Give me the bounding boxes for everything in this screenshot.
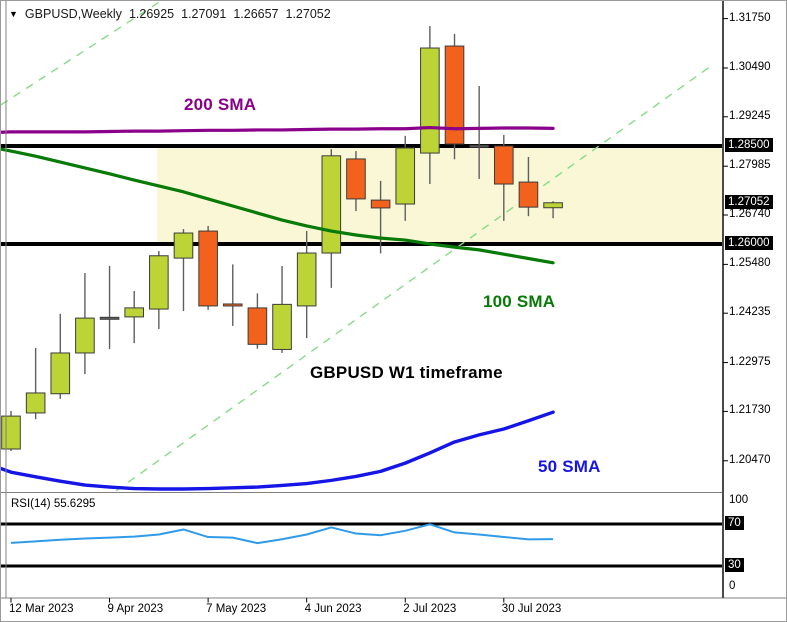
- price-tick-label: 1.29245: [729, 109, 771, 122]
- candle-body-bull: [272, 303, 292, 350]
- candle-body-doji: [99, 316, 120, 320]
- label-100-sma: 100 SMA: [483, 292, 556, 311]
- price-tick-label: 1.27985: [729, 159, 771, 172]
- price-tick-label: 1.31750: [729, 11, 771, 24]
- trendline-0[interactable]: [1, 1, 162, 106]
- candle-body-bull: [173, 232, 194, 259]
- price-tick-label: 1.26740: [729, 207, 771, 220]
- rsi-level-line-30: [1, 564, 723, 568]
- candle-body-bull: [420, 47, 440, 154]
- price-tick-label: 1.25480: [729, 257, 771, 270]
- candle-body-bull: [395, 147, 416, 205]
- rsi-level-line-70: [1, 522, 723, 526]
- candle-body-bear: [346, 158, 366, 200]
- rsi-line[interactable]: [10, 523, 554, 545]
- date-label: 12 Mar 2023: [9, 603, 74, 615]
- sma-200-line[interactable]: [1, 125, 555, 134]
- price-axis[interactable]: 1.31750 1.30490 1.29245 1.27985 1.26740 1.254…: [724, 1, 786, 598]
- rsi-tick-label: 100: [729, 494, 749, 506]
- ohlc-open: 1.26925: [128, 7, 175, 21]
- candle-body-bear: [444, 45, 465, 145]
- price-level-label: 1.26000: [725, 236, 773, 250]
- sma-100-line[interactable]: [1, 147, 555, 265]
- ohlc-high: 1.27091: [181, 7, 227, 21]
- candle-body-bear: [370, 199, 391, 209]
- date-label: 30 Jul 2023: [501, 603, 562, 615]
- trendline-1[interactable]: [115, 65, 712, 492]
- date-label: 9 Apr 2023: [107, 603, 164, 615]
- candle-body-bull: [321, 155, 342, 254]
- level-line-0[interactable]: [1, 144, 723, 148]
- chart-title-bar: ▼ GBPUSD,Weekly 1.26925 1.27091 1.26657 …: [9, 7, 331, 21]
- sma-50-line[interactable]: [1, 410, 555, 491]
- candle-body-bear: [198, 230, 218, 307]
- candle-body-bull: [50, 352, 71, 395]
- rsi-level-label: 70: [725, 516, 744, 530]
- level-line-1[interactable]: [1, 242, 723, 246]
- candle-body-bull: [124, 307, 145, 318]
- candle-body-bear: [494, 145, 514, 185]
- label-timeframe-note: GBPUSD W1 timeframe: [310, 363, 503, 382]
- price-tick-label: 1.24235: [729, 306, 771, 319]
- candle-body-bull: [25, 392, 46, 414]
- price-tick-label: 1.22975: [729, 355, 771, 368]
- candle-body-bear: [518, 181, 539, 208]
- label-200-sma: 200 SMA: [184, 95, 257, 114]
- candle-body-bear: [222, 303, 243, 307]
- date-label: 4 Jun 2023: [304, 603, 362, 615]
- price-tick-label: 1.21730: [729, 404, 771, 417]
- candle-body-bull: [296, 252, 317, 307]
- candle-body-bull: [149, 255, 169, 310]
- price-level-label: 1.28500: [725, 138, 773, 152]
- rsi-indicator-label: RSI(14) 55.6295: [11, 498, 96, 510]
- date-label: 7 May 2023: [206, 603, 267, 615]
- label-50-sma: 50 SMA: [538, 457, 601, 476]
- resistance-support-zone: [157, 146, 723, 244]
- price-tick-label: 1.30490: [729, 60, 771, 73]
- candle-body-bear: [247, 307, 268, 345]
- ohlc-low: 1.26657: [233, 7, 279, 21]
- symbol-dropdown-icon[interactable]: ▼: [9, 9, 18, 19]
- price-level-label: 1.27052: [725, 194, 773, 209]
- chart-symbol-period: GBPUSD,Weekly: [24, 7, 122, 21]
- time-axis[interactable]: 12 Mar 2023 9 Apr 2023 7 May 2023 4 Jun 202…: [1, 598, 786, 621]
- price-tick-label: 1.20470: [729, 453, 771, 466]
- rsi-level-label: 30: [725, 558, 744, 572]
- candle-body-doji: [469, 144, 489, 148]
- date-label: 2 Jul 2023: [403, 603, 457, 615]
- ohlc-close: 1.27052: [285, 7, 331, 21]
- candle-body-bull: [75, 317, 95, 354]
- rsi-tick-label: 0: [729, 580, 736, 592]
- candle-body-bull: [1, 415, 21, 450]
- candle-body-bull: [543, 202, 563, 209]
